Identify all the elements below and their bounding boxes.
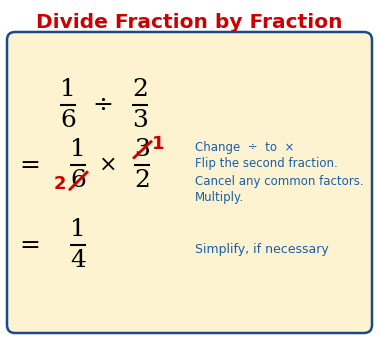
Text: 6: 6 [70, 169, 86, 192]
Text: 1: 1 [70, 218, 86, 241]
Text: ×: × [99, 154, 117, 176]
Text: =: = [20, 234, 41, 257]
Text: 2: 2 [134, 169, 150, 192]
Text: 1: 1 [60, 78, 76, 101]
Text: Multiply.: Multiply. [195, 191, 244, 204]
Text: =: = [20, 154, 41, 177]
Text: 4: 4 [70, 249, 86, 272]
FancyBboxPatch shape [7, 32, 372, 333]
Text: 1: 1 [152, 135, 164, 153]
Text: 2: 2 [54, 175, 66, 193]
Text: ÷: ÷ [92, 94, 113, 117]
Text: Divide Fraction by Fraction: Divide Fraction by Fraction [36, 12, 343, 32]
Text: Cancel any common factors.: Cancel any common factors. [195, 175, 363, 188]
Text: Change  ÷  to  ×: Change ÷ to × [195, 141, 294, 154]
Text: 3: 3 [134, 138, 150, 161]
Text: 6: 6 [60, 109, 76, 132]
Text: 2: 2 [132, 78, 148, 101]
Text: Simplify, if necessary: Simplify, if necessary [195, 244, 329, 257]
Text: Flip the second fraction.: Flip the second fraction. [195, 157, 338, 170]
Text: 3: 3 [132, 109, 148, 132]
Text: 1: 1 [70, 138, 86, 161]
